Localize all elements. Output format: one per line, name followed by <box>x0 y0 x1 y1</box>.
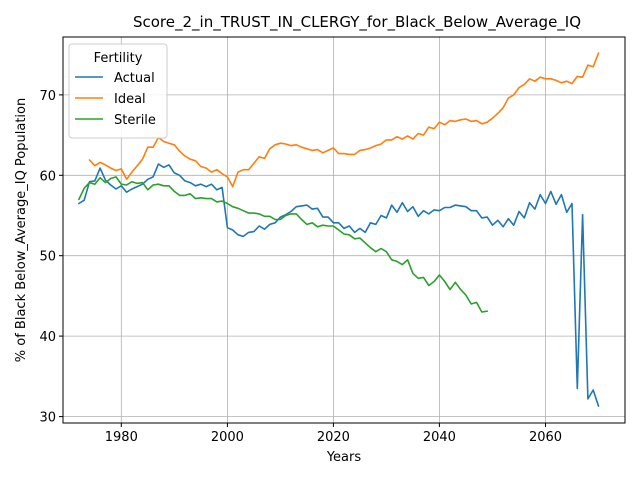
legend-label-sterile: Sterile <box>114 113 156 128</box>
x-axis-title: Years <box>326 450 362 465</box>
legend-label-ideal: Ideal <box>114 92 146 107</box>
y-tick-label: 70 <box>39 89 56 104</box>
x-tick-label: 2000 <box>211 430 244 445</box>
plot-frame <box>62 36 626 424</box>
y-axis: 30 40 50 60 70 <box>39 89 63 426</box>
x-tick-label: 1980 <box>105 430 138 445</box>
series-layer <box>78 52 600 407</box>
x-tick-label: 2020 <box>317 430 350 445</box>
series-line-ideal <box>88 52 600 188</box>
y-tick-label: 40 <box>39 330 56 345</box>
x-tick-label: 2040 <box>423 430 456 445</box>
legend-title: Fertility <box>94 51 143 66</box>
y-tick-label: 50 <box>39 250 56 265</box>
y-tick-label: 60 <box>39 169 56 184</box>
legend-box <box>68 43 168 139</box>
legend: Fertility Actual Ideal Sterile <box>68 43 168 139</box>
grid-lines <box>63 37 625 423</box>
chart-title: Score_2_in_TRUST_IN_CLERGY_for_Black_Bel… <box>133 13 581 32</box>
series-line-actual <box>78 163 600 407</box>
x-tick-label: 2060 <box>529 430 562 445</box>
y-axis-title: % of Black Below_Average_IQ Population <box>14 98 29 362</box>
series-line-sterile <box>78 176 489 313</box>
y-tick-label: 30 <box>39 411 56 426</box>
legend-label-actual: Actual <box>114 71 155 86</box>
x-axis: 1980 2000 2020 2040 2060 <box>105 423 562 445</box>
